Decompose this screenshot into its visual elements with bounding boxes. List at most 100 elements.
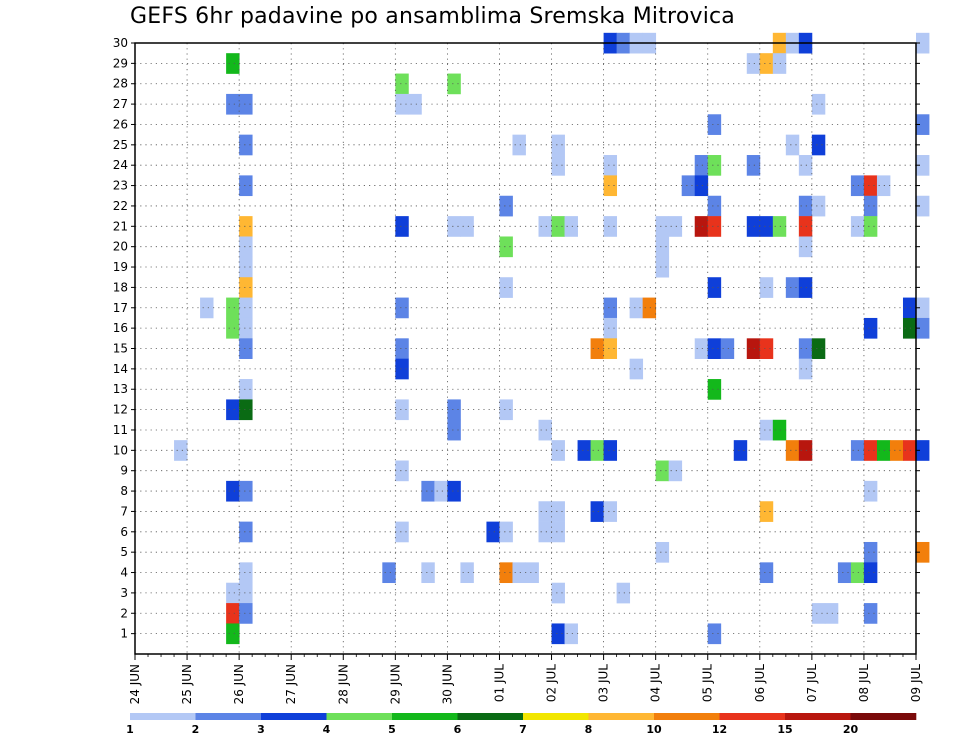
y-tick-label: 26: [113, 117, 128, 131]
heatmap-cell: [603, 175, 618, 197]
heatmap-cell: [447, 480, 461, 502]
heatmap-cell: [551, 134, 565, 156]
heatmap-cell: [876, 175, 891, 197]
heatmap-cell: [447, 419, 461, 441]
heatmap-cell: [226, 582, 240, 604]
colorbar-label: 5: [388, 723, 396, 736]
colorbar-label: 15: [777, 723, 792, 736]
heatmap-cell: [798, 440, 813, 461]
heatmap-cell: [590, 338, 604, 359]
heatmap-cell: [421, 480, 435, 502]
heatmap-cell: [408, 93, 422, 115]
heatmap-cell: [382, 562, 396, 584]
heatmap-cell: [811, 603, 826, 624]
heatmap-cell: [538, 501, 552, 522]
colorbar-label: 12: [712, 723, 727, 736]
y-tick-label: 23: [113, 179, 128, 193]
heatmap-cell: [916, 317, 930, 339]
heatmap-cell: [694, 175, 709, 197]
heatmap-cell: [551, 440, 565, 461]
heatmap-cell: [395, 73, 409, 95]
y-tick-label: 2: [120, 606, 128, 620]
heatmap-cell: [395, 358, 409, 380]
heatmap-cell: [863, 480, 878, 502]
colorbar-segment: [392, 713, 458, 720]
heatmap-cell: [239, 216, 253, 237]
heatmap-cell: [590, 501, 604, 522]
heatmap-cell: [239, 338, 253, 359]
colorbar-segment: [850, 713, 917, 720]
x-tick-label: 09 JUL: [909, 664, 923, 702]
y-tick-label: 19: [113, 260, 128, 274]
heatmap-cell: [798, 358, 813, 380]
heatmap-cell: [603, 440, 618, 461]
heatmap-cell: [174, 440, 188, 461]
y-tick-label: 1: [120, 627, 128, 641]
heatmap-cell: [395, 216, 409, 237]
heatmap-cell: [850, 216, 865, 237]
heatmap-cell: [603, 216, 618, 237]
heatmap-cell: [863, 175, 878, 197]
x-axis: 24 JUN 25 JUN 26 JUN 27 JUN 28 JUN 29 JUN 30 J…: [128, 654, 923, 704]
heatmap-cell: [226, 603, 240, 624]
y-tick-label: 18: [113, 280, 128, 294]
y-tick-label: 12: [113, 403, 128, 417]
heatmap-cell: [616, 582, 631, 604]
heatmap-cell: [902, 317, 917, 339]
heatmap-cell: [863, 603, 878, 624]
x-tick-label: 27 JUN: [284, 664, 298, 704]
heatmap-cell: [226, 53, 240, 74]
heatmap-cell: [421, 562, 435, 584]
x-tick-label: 30 JUN: [440, 664, 454, 704]
colorbar-segment: [457, 713, 524, 720]
y-tick-label: 5: [120, 545, 128, 559]
heatmap-cell: [603, 317, 618, 339]
heatmap-cell: [707, 195, 722, 217]
heatmap-cell: [811, 134, 826, 156]
colorbar-segment: [719, 713, 786, 720]
heatmap-cell: [239, 399, 253, 421]
colorbar-segment: [326, 713, 393, 720]
heatmap-cell: [642, 297, 657, 319]
y-tick-label: 27: [113, 97, 128, 111]
y-tick-label: 4: [120, 566, 128, 580]
heatmap-cell: [707, 623, 722, 645]
y-tick-label: 21: [113, 219, 128, 233]
y-axis: 1234567891011121314151617181920212223242…: [113, 36, 920, 641]
heatmap-cell: [239, 521, 253, 543]
heatmap-cell: [772, 419, 787, 441]
heatmap-cell: [785, 134, 800, 156]
heatmap-cell: [434, 480, 448, 502]
heatmap-cell: [746, 53, 761, 74]
heatmap-cell: [564, 623, 578, 645]
y-tick-label: 30: [113, 36, 128, 50]
x-tick-label: 24 JUN: [128, 664, 142, 704]
heatmap-cell: [668, 460, 683, 482]
heatmap-cell: [655, 236, 670, 258]
heatmap-cell: [655, 216, 670, 237]
colorbar-label: 2: [192, 723, 200, 736]
heatmap-cell: [863, 195, 878, 217]
heatmap-cell: [551, 155, 565, 176]
heatmap-cell: [746, 338, 761, 359]
heatmap-cell: [746, 155, 761, 176]
x-tick-label: 01 JUL: [492, 664, 506, 702]
colorbar-label: 8: [585, 723, 593, 736]
colorbar-label: 3: [257, 723, 265, 736]
heatmap-cell: [811, 93, 826, 115]
heatmap-cell: [577, 440, 591, 461]
heatmap-cell: [902, 297, 917, 319]
heatmap-cell: [916, 155, 930, 176]
heatmap-cell: [239, 317, 253, 339]
heatmap-cell: [863, 440, 878, 461]
heatmap-cell: [395, 399, 409, 421]
heatmap-cell: [603, 501, 618, 522]
colorbar-segment: [588, 713, 655, 720]
heatmap-cell: [525, 562, 539, 584]
heatmap-cell: [486, 521, 500, 543]
y-tick-label: 28: [113, 77, 128, 91]
heatmap-cell: [746, 216, 761, 237]
x-tick-label: 08 JUL: [857, 664, 871, 702]
heatmap-cell: [460, 562, 474, 584]
y-tick-label: 20: [113, 240, 128, 254]
